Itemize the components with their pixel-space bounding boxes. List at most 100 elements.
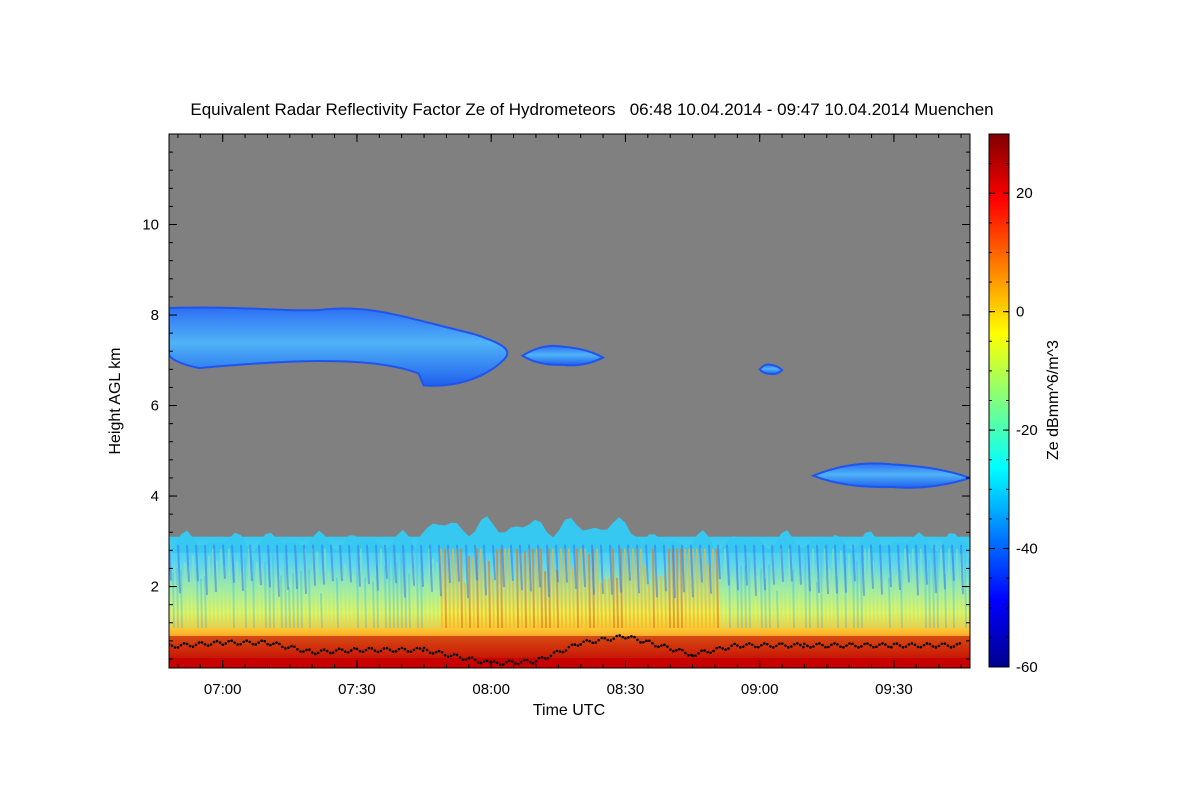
boundary-point xyxy=(663,643,666,647)
boundary-point xyxy=(185,642,189,646)
precipitation-streak xyxy=(624,548,627,629)
upper-streak xyxy=(546,544,550,598)
upper-streak xyxy=(627,544,631,581)
precipitation-streak xyxy=(236,561,239,629)
upper-streak xyxy=(744,544,748,586)
precipitation-streak xyxy=(892,587,895,629)
precipitation-streak xyxy=(676,548,679,629)
precipitation-streak xyxy=(840,550,843,629)
precipitation-streak xyxy=(336,577,339,629)
boundary-point xyxy=(760,643,763,647)
boundary-point xyxy=(784,644,787,647)
boundary-point xyxy=(787,646,790,649)
precipitation-streak xyxy=(344,564,347,629)
boundary-point xyxy=(287,646,290,649)
boundary-point xyxy=(176,646,180,649)
precipitation-streak xyxy=(244,556,247,629)
y-tick-label: 10 xyxy=(142,217,159,234)
upper-streak xyxy=(429,544,433,592)
boundary-point xyxy=(648,639,651,643)
precipitation-streak xyxy=(632,548,635,629)
precipitation-streak xyxy=(396,562,399,629)
upper-streak xyxy=(609,544,613,595)
boundary-point xyxy=(955,642,959,646)
upper-streak xyxy=(798,544,802,585)
boundary-point xyxy=(485,659,489,662)
boundary-point xyxy=(892,642,896,646)
x-tick-label: 07:30 xyxy=(338,681,376,698)
precipitation-streak xyxy=(428,548,431,629)
boundary-point xyxy=(203,642,207,646)
precipitation-streak xyxy=(300,570,303,629)
precipitation-streak xyxy=(280,575,283,629)
precipitation-streak xyxy=(688,548,691,629)
upper-streak xyxy=(789,544,793,582)
precipitation-streak xyxy=(796,584,799,629)
boundary-point xyxy=(934,646,938,649)
colorbar-tick-label: -60 xyxy=(1016,659,1038,676)
precipitation-streak xyxy=(828,568,831,629)
precipitation-streak xyxy=(824,548,827,629)
boundary-point xyxy=(534,659,538,663)
boundary-point xyxy=(910,642,914,645)
boundary-point xyxy=(376,650,380,654)
boundary-point xyxy=(510,660,514,663)
upper-streak xyxy=(339,544,343,582)
colorbar-tick-label: -40 xyxy=(1016,541,1038,558)
boundary-point xyxy=(528,660,532,664)
boundary-point xyxy=(618,634,621,637)
boundary-point xyxy=(373,649,377,652)
precipitation-streak xyxy=(716,548,719,629)
boundary-point xyxy=(691,654,694,658)
upper-streak xyxy=(852,544,856,582)
boundary-point xyxy=(230,639,233,643)
upper-streak xyxy=(672,544,676,599)
upper-streak xyxy=(519,544,523,591)
boundary-point xyxy=(793,643,796,646)
boundary-point xyxy=(443,653,447,657)
boundary-point xyxy=(633,635,636,639)
y-axis-label: Height AGL km xyxy=(107,347,124,454)
precipitation-streak xyxy=(788,548,791,629)
precipitation-streak xyxy=(652,548,655,629)
upper-streak xyxy=(501,544,505,588)
boundary-point xyxy=(615,634,618,638)
precipitation-base xyxy=(169,658,970,668)
precipitation-streak xyxy=(572,567,575,629)
boundary-point xyxy=(492,660,496,663)
boundary-point xyxy=(809,646,812,649)
precipitation-streak xyxy=(540,548,543,629)
boundary-point xyxy=(449,654,453,658)
boundary-point xyxy=(328,651,332,655)
precipitation-streak xyxy=(908,553,911,629)
boundary-point xyxy=(397,647,401,651)
boundary-point xyxy=(482,660,486,663)
boundary-point xyxy=(281,645,284,649)
upper-streak xyxy=(699,544,703,583)
boundary-point xyxy=(763,642,766,645)
boundary-point xyxy=(504,660,508,664)
upper-streak xyxy=(231,544,235,583)
precipitation-streak xyxy=(740,565,743,629)
boundary-point xyxy=(718,645,721,649)
boundary-point xyxy=(313,652,317,656)
precipitation-streak xyxy=(584,548,587,629)
boundary-point xyxy=(296,648,299,651)
upper-streak xyxy=(312,544,316,586)
upper-streak xyxy=(663,544,667,592)
boundary-point xyxy=(440,650,444,654)
precipitation-streak xyxy=(220,548,223,629)
boundary-point xyxy=(621,635,624,639)
boundary-point xyxy=(458,656,462,659)
upper-streak xyxy=(285,544,289,590)
precipitation-streak xyxy=(776,590,779,629)
boundary-point xyxy=(818,642,821,645)
boundary-point xyxy=(651,641,654,645)
boundary-point xyxy=(697,651,700,655)
boundary-point xyxy=(224,642,227,645)
boundary-point xyxy=(179,643,183,647)
precipitation-streak xyxy=(504,548,507,629)
boundary-point xyxy=(872,645,875,649)
precipitation-streak xyxy=(720,573,723,629)
upper-streak xyxy=(375,544,379,591)
